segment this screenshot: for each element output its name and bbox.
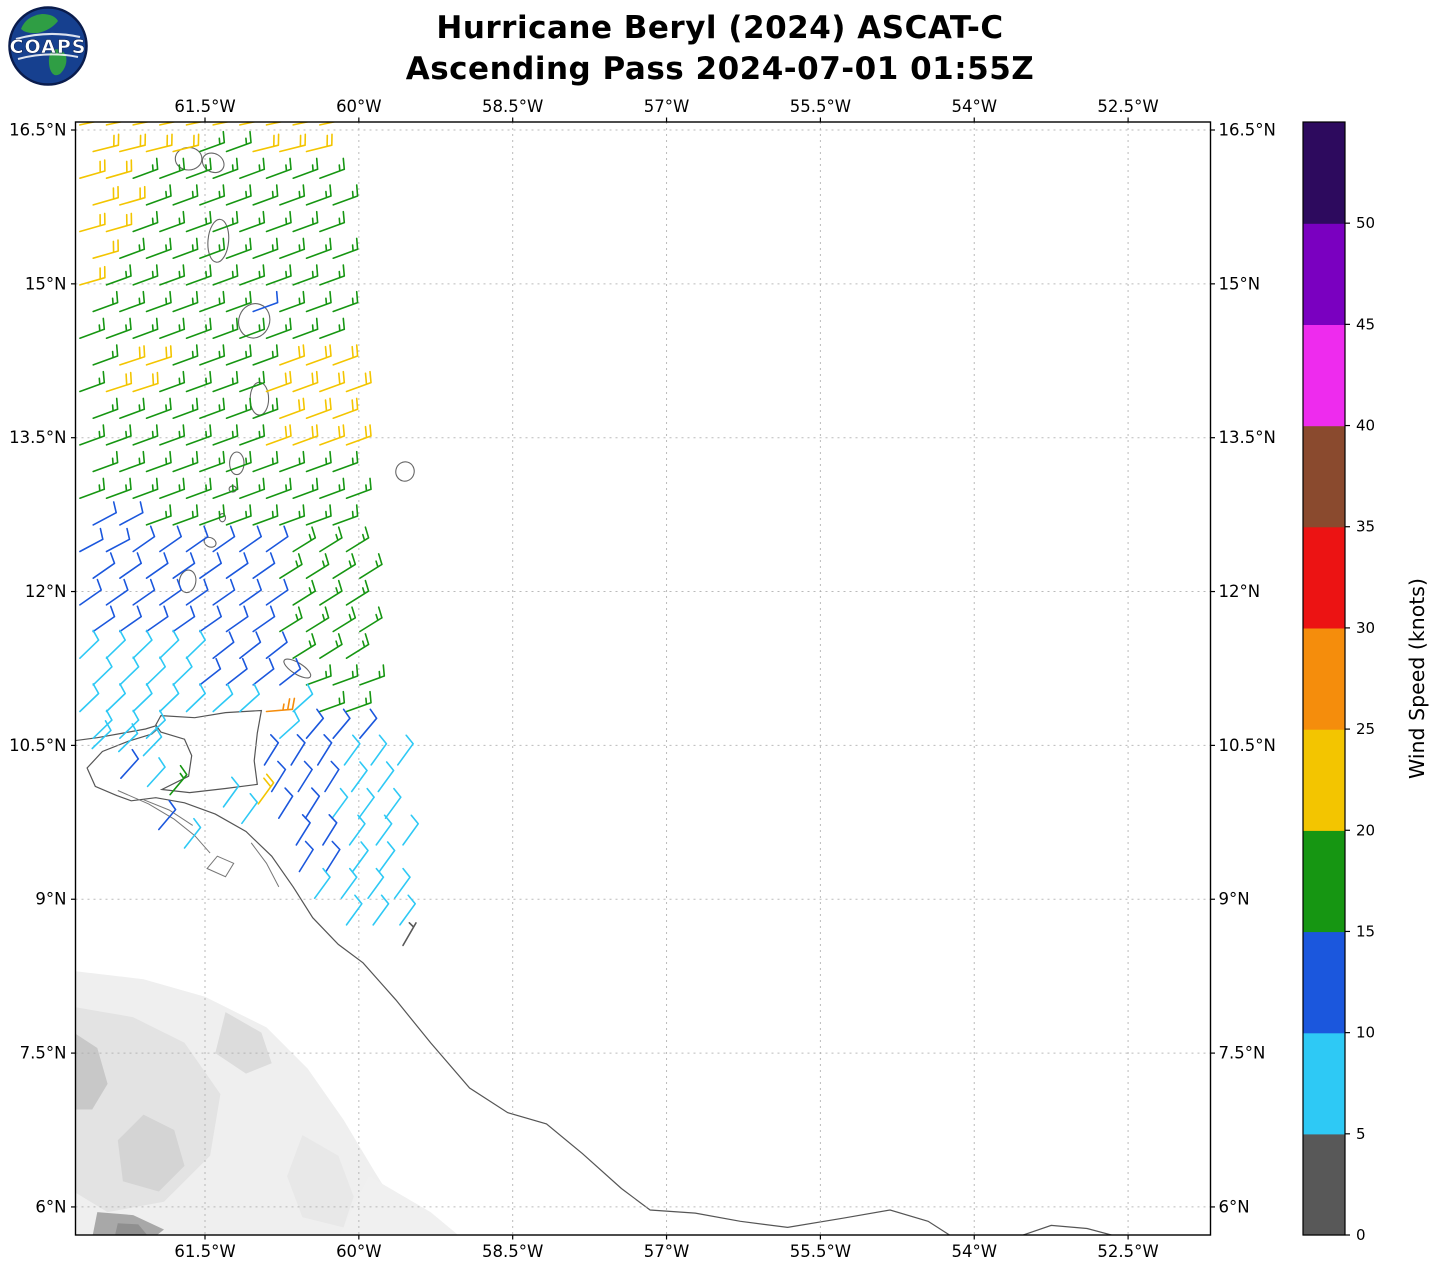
lon-tick-top: 52.5°W <box>1097 97 1158 116</box>
lon-tick-top: 60°W <box>336 97 382 116</box>
island-tobago <box>283 658 312 679</box>
wind-barbs-layer <box>79 122 419 947</box>
lon-tick-top: 54°W <box>951 97 997 116</box>
lat-tick-right: 13.5°N <box>1219 428 1276 447</box>
title-line1: Hurricane Beryl (2024) ASCAT-C <box>436 10 1004 46</box>
lon-tick-bottom: 58.5°W <box>482 1242 543 1261</box>
lat-tick-left: 15°N <box>25 274 67 293</box>
lat-tick-left: 6°N <box>35 1197 66 1216</box>
lon-tick-top: 57°W <box>644 97 690 116</box>
colorbar-tick: 40 <box>1356 417 1375 435</box>
coastlines <box>75 146 1114 1235</box>
plot-frame <box>74 121 1212 1236</box>
lat-tick-left: 13.5°N <box>9 428 66 447</box>
lon-tick-bottom: 57°W <box>644 1242 690 1261</box>
coaps-logo-text: COAPS <box>10 36 87 58</box>
colorbar-tick: 50 <box>1356 214 1375 232</box>
globe-continent-north <box>21 14 58 34</box>
axis-tick-labels: 61.5°W 61.5°W 60°W 60°W 58.5°W 58.5°W 57°W 57°W… <box>9 97 1276 1261</box>
colorbar-tick: 5 <box>1356 1125 1366 1143</box>
island-st-vincent <box>229 451 245 476</box>
terrain-shading <box>75 971 459 1235</box>
lat-tick-right: 15°N <box>1219 274 1261 293</box>
lon-tick-top: 55.5°W <box>790 97 851 116</box>
lat-tick-right: 7.5°N <box>1219 1044 1266 1063</box>
colorbar-segment <box>1303 526 1345 629</box>
lon-tick-bottom: 61.5°W <box>174 1242 235 1261</box>
colorbar-segment <box>1303 931 1345 1034</box>
colorbar-label: Wind Speed (knots) <box>1405 578 1429 779</box>
lat-tick-left: 10.5°N <box>9 736 66 755</box>
colorbar-segment <box>1303 122 1345 224</box>
lat-tick-right: 10.5°N <box>1219 736 1276 755</box>
colorbar-tick: 25 <box>1356 720 1375 738</box>
lon-tick-bottom: 52.5°W <box>1097 1242 1158 1261</box>
lon-tick-top: 58.5°W <box>482 97 543 116</box>
lat-tick-right: 9°N <box>1219 890 1250 909</box>
lon-tick-bottom: 55.5°W <box>790 1242 851 1261</box>
colorbar-tick: 15 <box>1356 922 1375 940</box>
island-dominica <box>207 218 230 263</box>
colorbar-segment <box>1303 729 1345 831</box>
coaps-globe-icon: COAPS <box>8 6 88 86</box>
coaps-logo: COAPS <box>8 6 88 90</box>
colorbar-segment <box>1303 1133 1345 1236</box>
globe-swoosh-top <box>15 32 81 40</box>
lon-tick-top: 61.5°W <box>174 97 235 116</box>
colorbar-tick: 45 <box>1356 315 1375 333</box>
lon-tick-bottom: 54°W <box>951 1242 997 1261</box>
lat-tick-left: 9°N <box>35 890 66 909</box>
title-line2: Ascending Pass 2024-07-01 01:55Z <box>405 50 1035 87</box>
colorbar-segment <box>1303 627 1345 730</box>
colorbar-tick: 30 <box>1356 619 1375 637</box>
colorbar-tick: 35 <box>1356 518 1375 536</box>
colorbar: 0 5 10 15 20 25 30 35 40 45 50 Wind Speed (knots) <box>1302 121 1429 1244</box>
island-barbados <box>395 461 415 482</box>
lat-tick-left: 7.5°N <box>20 1044 67 1063</box>
colorbar-segment <box>1303 223 1345 325</box>
colorbar-segment <box>1303 324 1345 427</box>
colorbar-tick: 10 <box>1356 1024 1375 1042</box>
colorbar-segment <box>1303 425 1345 528</box>
colorbar-segment <box>1303 1032 1345 1135</box>
lon-tick-bottom: 60°W <box>336 1242 382 1261</box>
colorbar-segment <box>1303 830 1345 933</box>
lat-tick-right: 12°N <box>1219 582 1261 601</box>
chart-title: Hurricane Beryl (2024) ASCAT-C Ascending… <box>25 8 1415 90</box>
lat-tick-right: 16.5°N <box>1219 121 1276 140</box>
island-grenada <box>178 569 197 594</box>
lat-tick-left: 12°N <box>25 582 67 601</box>
globe-swoosh-bottom <box>17 53 79 60</box>
colorbar-tick: 20 <box>1356 821 1375 839</box>
colorbar-tick: 0 <box>1356 1226 1366 1244</box>
lat-tick-left: 16.5°N <box>9 121 66 140</box>
lat-tick-right: 6°N <box>1219 1197 1250 1216</box>
